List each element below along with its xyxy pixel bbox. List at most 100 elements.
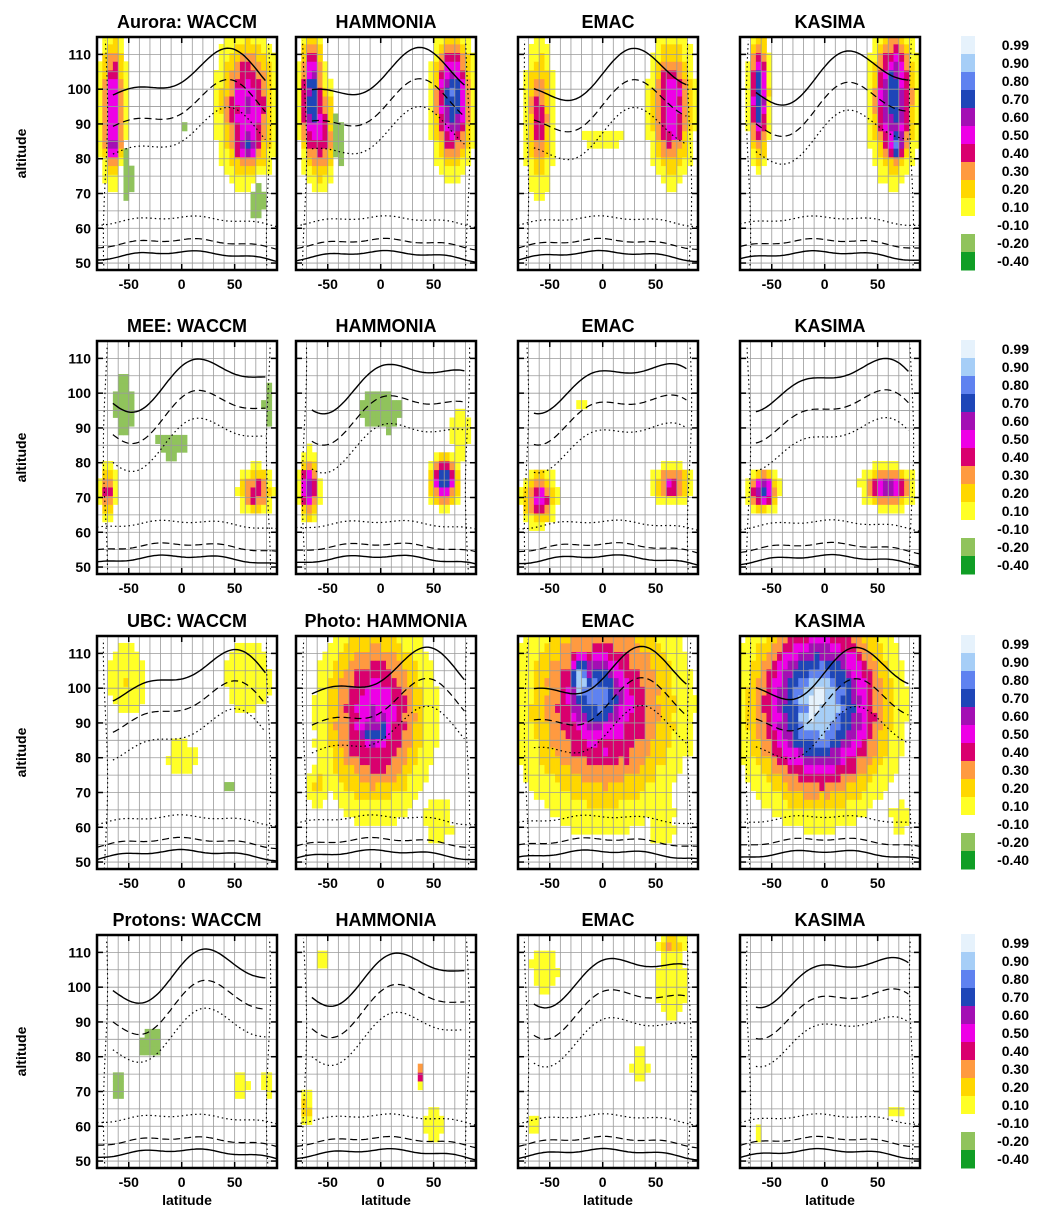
heatmap-cell xyxy=(449,78,456,88)
heatmap-cell xyxy=(830,799,836,809)
heatmap-cell xyxy=(560,738,567,748)
y-tick-label: 70 xyxy=(75,1083,91,1099)
heatmap-cell xyxy=(338,636,345,644)
heatmap-cell xyxy=(750,156,757,167)
heatmap-cell xyxy=(845,755,852,766)
heatmap-cell xyxy=(655,721,662,731)
x-tick-label: 50 xyxy=(426,580,442,596)
heatmap-cell xyxy=(348,686,355,696)
heatmap-cell xyxy=(343,695,350,705)
heatmap-cell xyxy=(107,686,114,696)
heatmap-cell xyxy=(433,130,440,140)
heatmap-cell xyxy=(676,1002,683,1012)
heatmap-cell xyxy=(523,755,529,766)
heatmap-cell xyxy=(824,790,831,800)
heatmap-cell xyxy=(102,478,108,488)
heatmap-cell xyxy=(650,651,657,661)
colorbar-swatch xyxy=(961,126,975,145)
heatmap-cell xyxy=(428,686,435,696)
heatmap-cell xyxy=(877,695,884,705)
heatmap-cell xyxy=(327,87,334,97)
colorbar-label: 0.10 xyxy=(1002,1097,1029,1113)
heatmap-cell xyxy=(814,660,820,670)
heatmap-cell xyxy=(803,660,810,670)
heatmap-cell xyxy=(528,773,535,783)
heatmap-cells xyxy=(518,636,698,844)
heatmap-cell xyxy=(803,782,810,792)
heatmap-cell xyxy=(893,651,900,661)
heatmap-cell xyxy=(893,686,900,696)
heatmap-cell xyxy=(666,825,672,835)
y-tick-label: 110 xyxy=(68,645,91,661)
heatmap-cell xyxy=(586,642,593,653)
heatmap-cell xyxy=(380,686,387,696)
colorbar-label: -0.40 xyxy=(997,253,1029,269)
heatmap-cell xyxy=(676,976,683,986)
heatmap-cell xyxy=(528,87,535,97)
heatmap-cell xyxy=(808,747,815,757)
heatmap-cell xyxy=(666,773,672,783)
heatmap-cell xyxy=(872,52,879,62)
heatmap-cell xyxy=(102,52,108,62)
heatmap-cell xyxy=(239,495,246,505)
colorbar-label: -0.20 xyxy=(997,235,1029,251)
heatmap-cell xyxy=(255,130,262,140)
heatmap-cell xyxy=(301,148,307,158)
heatmap-cell xyxy=(565,729,572,739)
y-tick-label: 90 xyxy=(75,420,91,436)
heatmap-cell xyxy=(539,487,545,497)
heatmap-cell xyxy=(840,651,847,661)
heatmap-cell xyxy=(819,773,826,783)
heatmap-cell xyxy=(218,78,225,88)
heatmap-cell xyxy=(803,651,810,661)
heatmap-cell xyxy=(102,113,108,123)
heatmap-cell xyxy=(375,799,382,809)
heatmap-cell xyxy=(777,782,783,792)
heatmap-cell xyxy=(528,642,535,653)
heatmap-cell xyxy=(343,686,350,696)
heatmap-cell xyxy=(671,139,678,149)
heatmap-cell xyxy=(311,703,318,713)
heatmap-cell xyxy=(112,113,119,123)
x-tick-label: 0 xyxy=(178,1174,186,1190)
heatmap-cell xyxy=(602,738,609,748)
heatmap-cell xyxy=(296,113,302,123)
heatmap-cell xyxy=(777,747,783,757)
heatmap-cell xyxy=(255,96,262,106)
heatmap-cell xyxy=(803,712,810,722)
x-tick-label: 0 xyxy=(599,1174,607,1190)
heatmap-cell xyxy=(327,669,334,679)
heatmap-cell xyxy=(814,651,820,661)
heatmap-cell xyxy=(417,669,424,679)
heatmap-cell xyxy=(666,1011,672,1021)
heatmap-cell xyxy=(602,130,609,140)
heatmap-cell xyxy=(819,764,826,774)
heatmap-cell xyxy=(266,78,273,88)
x-tick-label: -50 xyxy=(119,1174,139,1190)
heatmap-cell xyxy=(407,636,413,644)
heatmap-cell xyxy=(766,773,773,783)
heatmap-cell xyxy=(165,443,172,453)
heatmap-cell xyxy=(808,808,815,818)
heatmap-cell xyxy=(107,139,114,149)
heatmap-cell xyxy=(322,782,329,792)
heatmap-cell xyxy=(777,790,783,800)
heatmap-cell xyxy=(570,755,577,766)
heatmap-cell xyxy=(433,1107,440,1117)
contour-line xyxy=(518,519,698,531)
heatmap-cell xyxy=(755,165,762,175)
heatmap-cell xyxy=(597,729,604,739)
heatmap-cell xyxy=(549,976,556,986)
heatmap-cell xyxy=(370,721,376,731)
heatmap-cell xyxy=(255,460,262,471)
heatmap-cell xyxy=(539,703,545,713)
heatmap-cell xyxy=(629,790,635,800)
heatmap-cell xyxy=(149,1028,156,1038)
heatmap-cell xyxy=(555,703,561,713)
heatmap-cell xyxy=(755,495,762,505)
heatmap-cell xyxy=(333,642,339,653)
colorbar-swatch xyxy=(961,162,975,181)
heatmap-cell xyxy=(518,738,524,748)
heatmap-cell xyxy=(444,87,450,97)
heatmap-cell xyxy=(581,799,588,809)
